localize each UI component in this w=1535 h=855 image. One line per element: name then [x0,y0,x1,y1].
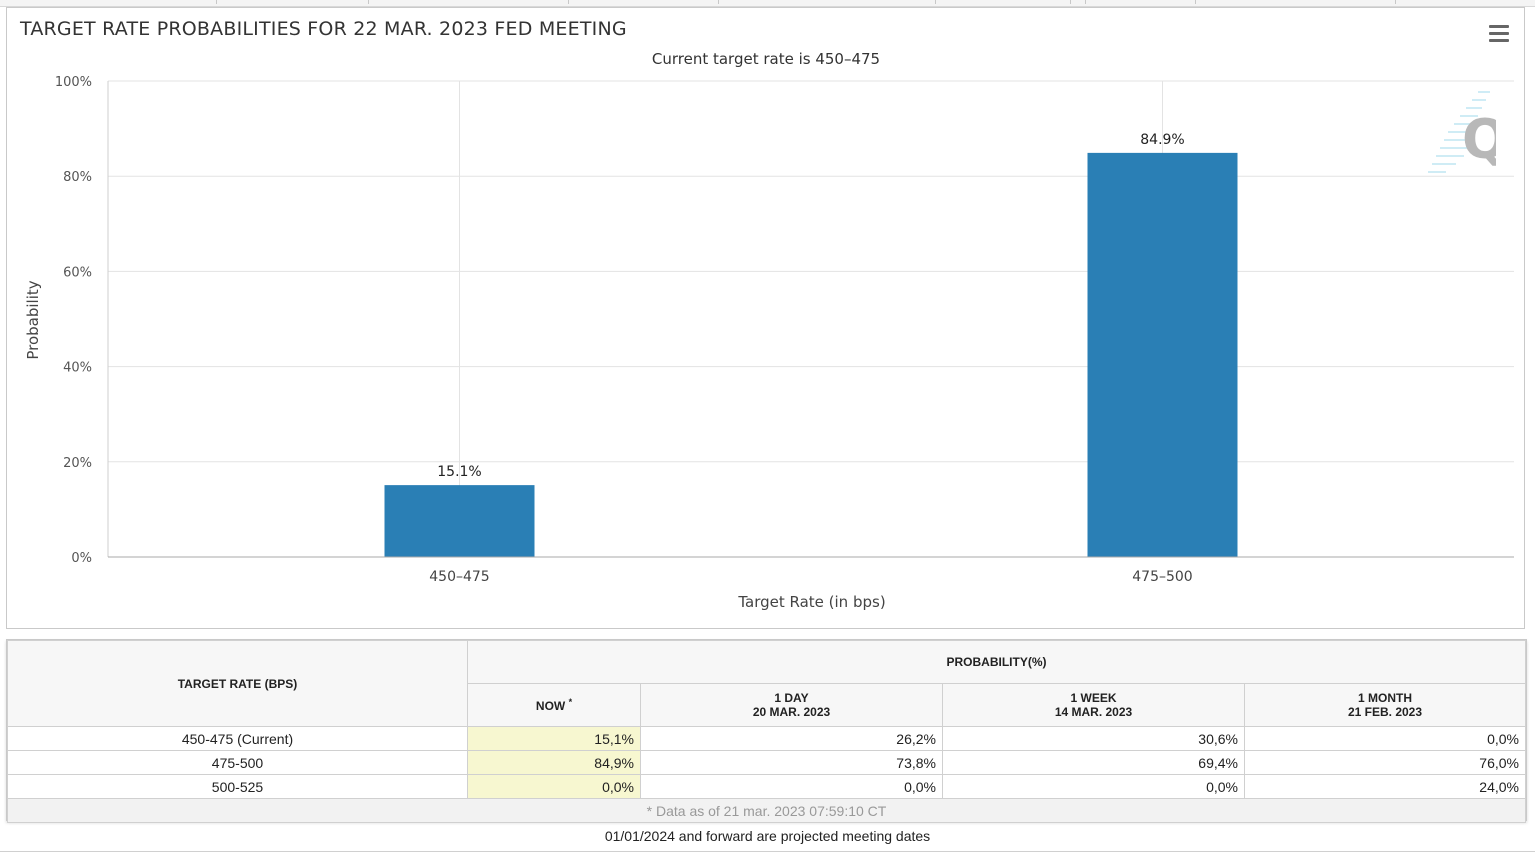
row-1-day: 0,0% [640,774,943,799]
data-as-of-note: * Data as of 21 mar. 2023 07:59:10 CT [7,798,1526,823]
bar [1087,152,1238,557]
axes: 0% 20% 40% 60% 80% 100% 450–475 475–500 [55,75,1514,585]
header-probability: PROBABILITY(%) [467,640,1526,684]
row-rate: 500-525 [7,774,468,799]
chart-subtitle: Current target rate is 450–475 [652,50,880,68]
data-label: 84.9% [1140,132,1184,148]
table-row: 500-525 0,0% 0,0% 0,0% 24,0% [7,774,1526,799]
row-1-week: 30,6% [942,726,1245,751]
y-tick-label: 80% [63,170,92,185]
header-target-rate: TARGET RATE (BPS) [7,640,468,727]
row-1-month: 24,0% [1244,774,1526,799]
row-1-day: 26,2% [640,726,943,751]
header-1-week: 1 WEEK 14 MAR. 2023 [942,683,1245,727]
row-1-month: 76,0% [1244,750,1526,775]
probability-table: TARGET RATE (BPS) PROBABILITY(%) NOW * 1… [7,640,1526,823]
bottom-divider [0,851,1535,852]
x-gridlines [459,81,1163,557]
bar [384,485,535,557]
row-1-week: 69,4% [942,750,1245,775]
row-1-week: 0,0% [942,774,1245,799]
x-axis-title: Target Rate (in bps) [737,593,885,611]
header-1-day-label: 1 DAY [774,691,809,705]
x-tick-label: 450–475 [429,569,489,585]
row-now: 15,1% [467,726,641,751]
projected-dates-note: 01/01/2024 and forward are projected mee… [604,828,931,844]
chart-panel: 15.1% 84.9% 0% 20% 40% 60% 80% 100% 450–475 475–… [6,7,1525,629]
header-now-label: NOW [535,699,566,713]
probability-table-panel: TARGET RATE (BPS) PROBABILITY(%) NOW * 1… [6,639,1527,823]
x-tick-label: 475–500 [1132,569,1192,585]
y-tick-label: 100% [55,75,92,90]
row-1-day: 73,8% [640,750,943,775]
top-tab-strip [0,0,1535,7]
table-row: 450-475 (Current) 15,1% 26,2% 30,6% 0,0% [7,726,1526,751]
header-1-week-date: 14 MAR. 2023 [1054,705,1133,719]
row-now: 84,9% [467,750,641,775]
y-tick-label: 0% [71,551,92,566]
header-now: NOW * [467,683,641,727]
y-axis-title: Probability [24,280,42,359]
bar-chart: 15.1% 84.9% 0% 20% 40% 60% 80% 100% 450–475 475–… [24,50,1514,611]
bars: 15.1% 84.9% [384,132,1238,557]
y-gridlines [108,80,1514,463]
header-1-week-label: 1 WEEK [1070,691,1117,705]
header-1-month: 1 MONTH 21 FEB. 2023 [1244,683,1526,727]
table-note-row: * Data as of 21 mar. 2023 07:59:10 CT [7,798,1526,823]
y-tick-label: 60% [63,265,92,280]
header-1-day-date: 20 MAR. 2023 [752,705,831,719]
row-now: 0,0% [467,774,641,799]
logo-letter: Q [1462,108,1496,171]
chart-menu-icon[interactable] [1489,25,1509,43]
y-tick-label: 40% [63,361,92,376]
header-now-mark: * [568,697,573,707]
data-label: 15.1% [437,464,481,480]
row-1-month: 0,0% [1244,726,1526,751]
quikstrike-logo-icon: Q [1428,91,1496,173]
table-row: 475-500 84,9% 73,8% 69,4% 76,0% [7,750,1526,775]
header-1-month-date: 21 FEB. 2023 [1347,705,1423,719]
header-1-month-label: 1 MONTH [1358,691,1412,705]
row-rate: 475-500 [7,750,468,775]
chart-title: TARGET RATE PROBABILITIES FOR 22 MAR. 20… [20,18,627,40]
row-rate: 450-475 (Current) [7,726,468,751]
header-1-day: 1 DAY 20 MAR. 2023 [640,683,943,727]
y-tick-label: 20% [63,456,92,471]
